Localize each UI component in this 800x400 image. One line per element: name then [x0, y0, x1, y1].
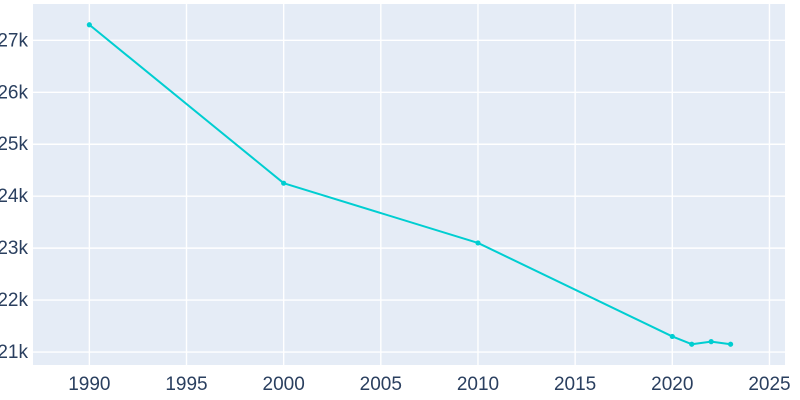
series-layer	[86, 22, 734, 347]
y-tick-label: 27k	[0, 30, 28, 51]
x-axis-tick-labels: 1990 1995 2000 2005 2010 2015 2020 2025	[68, 374, 790, 395]
data-point-marker	[281, 180, 287, 186]
y-tick-label: 23k	[0, 238, 28, 259]
data-point-marker	[689, 341, 695, 347]
y-tick-label: 21k	[0, 342, 28, 363]
data-point-marker	[86, 22, 92, 28]
y-tick-label: 24k	[0, 186, 28, 207]
x-tick-label: 2005	[360, 374, 402, 395]
x-tick-label: 2025	[748, 374, 790, 395]
data-point-marker	[669, 333, 675, 340]
x-tick-label: 2010	[457, 374, 499, 395]
y-tick-label: 26k	[0, 82, 28, 103]
x-tick-label: 1995	[165, 374, 207, 395]
data-point-marker	[727, 341, 734, 347]
y-tick-label: 25k	[0, 134, 28, 155]
y-axis-tick-labels: 21k 22k 23k 24k 25k 26k 27k	[0, 30, 28, 363]
x-tick-label: 2000	[263, 374, 305, 395]
x-tick-label: 2015	[554, 374, 596, 395]
gridlines	[33, 4, 785, 365]
plot-area-background	[33, 4, 785, 365]
data-point-marker	[475, 240, 481, 246]
x-tick-label: 1990	[68, 374, 110, 395]
x-tick-label: 2020	[651, 374, 693, 395]
y-tick-label: 22k	[0, 290, 28, 311]
data-point-marker	[708, 339, 714, 345]
